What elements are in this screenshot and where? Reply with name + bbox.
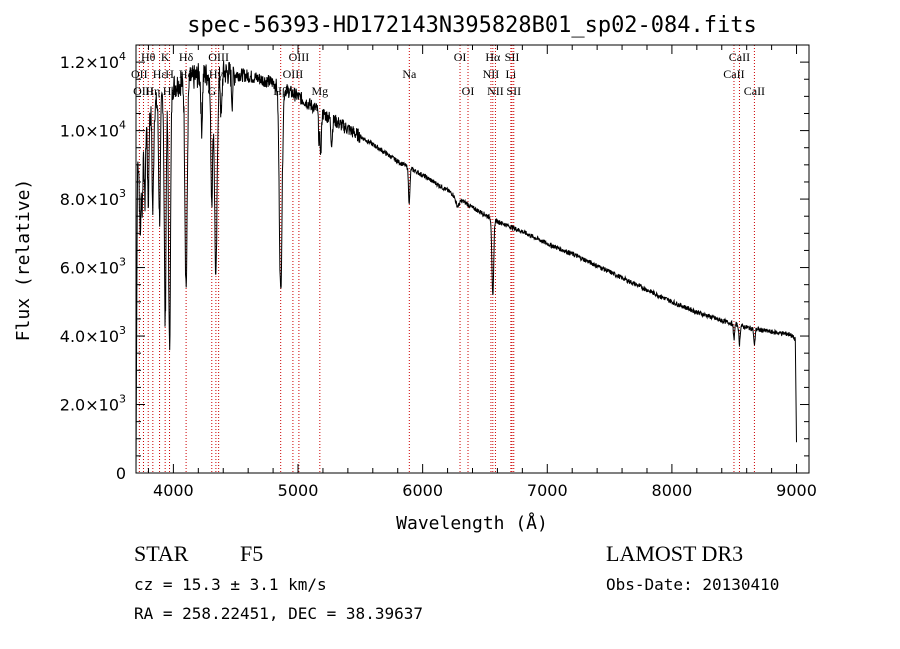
line-marker-label: OIII: [283, 67, 304, 81]
line-marker-label: Hη: [145, 84, 160, 98]
line-marker-label: NII: [483, 67, 500, 81]
line-marker-label: Mg: [311, 84, 328, 98]
plot-frame: [135, 44, 810, 474]
line-marker-label: NII: [487, 84, 504, 98]
y-tick-label: 0: [116, 464, 126, 483]
line-marker-label: SII: [506, 84, 521, 98]
redshift-readout: cz = 15.3 ± 3.1 km/s: [134, 575, 327, 594]
line-marker-label: CaII: [744, 84, 765, 98]
line-marker-label: CaII: [729, 50, 750, 64]
line-marker-label: Hθ: [141, 50, 156, 64]
line-marker-label: Hδ: [179, 50, 194, 64]
flux-series-line: [135, 60, 797, 474]
y-tick-label: 4.0×103: [60, 324, 126, 346]
line-marker-label: CaII: [723, 67, 744, 81]
line-marker-label: OI: [462, 84, 475, 98]
object-subclass: F5: [240, 541, 263, 566]
x-tick-label: 8000: [652, 481, 693, 500]
y-tick-label: 1.0×104: [60, 119, 126, 141]
line-marker-label: Hγ: [209, 67, 224, 81]
line-marker-label: OIII: [289, 50, 310, 64]
line-marker-label: OII: [131, 67, 148, 81]
line-marker-label: Hε: [153, 67, 167, 81]
x-tick-label: 4000: [153, 481, 194, 500]
coordinates-readout: RA = 258.22451, DEC = 38.39637: [134, 604, 423, 623]
survey-name: LAMOST DR3: [606, 541, 743, 566]
chart-title: spec-56393-HD172143N395828B01_sp02-084.f…: [187, 13, 757, 38]
observation-date: Obs-Date: 20130410: [606, 575, 779, 594]
y-tick-label: 1.2×104: [60, 50, 126, 72]
x-tick-label: 5000: [278, 481, 319, 500]
line-marker-label: Hα: [485, 50, 501, 64]
x-axis-label: Wavelength (Å): [396, 512, 548, 534]
x-tick-label: 7000: [527, 481, 568, 500]
line-marker-label: G: [207, 84, 216, 98]
line-marker-label: Na: [402, 67, 417, 81]
x-tick-label: 6000: [402, 481, 443, 500]
emission-line-markers: [138, 45, 755, 473]
x-axis: 4000 5000 6000 7000 8000 9000: [147, 45, 817, 500]
y-axis-label: Flux (relative): [13, 179, 34, 342]
line-marker-label: Li: [506, 67, 517, 81]
line-marker-label: SII: [505, 50, 520, 64]
object-class: STAR: [134, 541, 189, 566]
y-tick-label: 8.0×103: [60, 187, 126, 209]
x-tick-label: 9000: [776, 481, 817, 500]
line-marker-label: H: [165, 67, 174, 81]
y-axis: 0 2.0×103 4.0×103 6.0×103 8.0×103 1.0×104 1.2×…: [60, 50, 809, 483]
line-marker-label: OIII: [208, 50, 229, 64]
line-marker-label: K: [161, 50, 170, 64]
line-marker-label: OIII: [133, 84, 154, 98]
line-marker-label: OI: [454, 50, 467, 64]
y-tick-label: 6.0×103: [60, 256, 126, 278]
y-tick-label: 2.0×103: [60, 393, 126, 415]
